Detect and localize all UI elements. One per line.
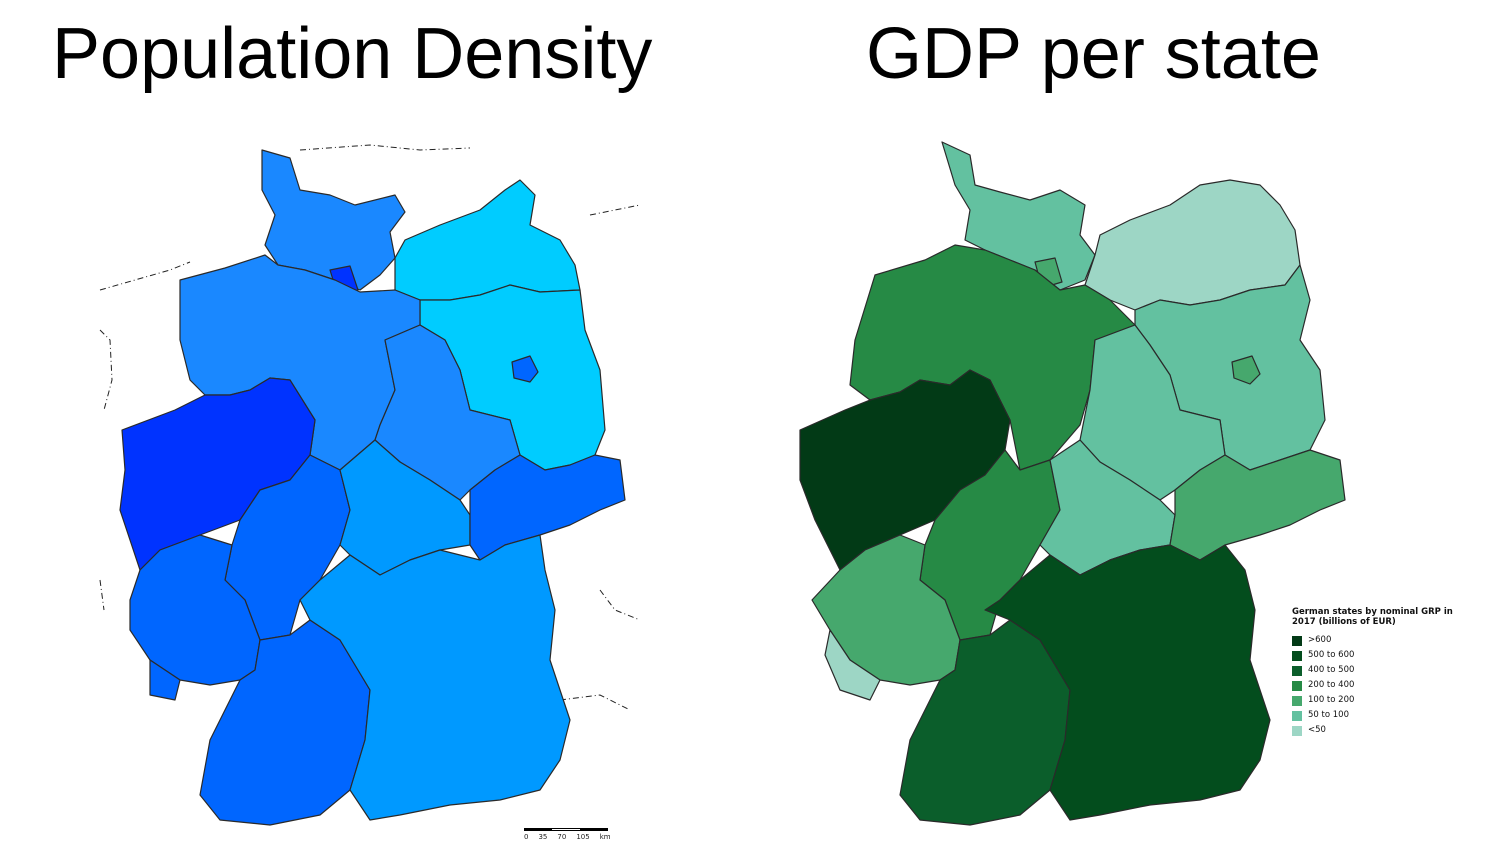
legend-swatch bbox=[1292, 696, 1302, 707]
state-sachsen[interactable] bbox=[469, 454, 626, 561]
legend-item: 500 to 600 bbox=[1292, 649, 1457, 664]
gdp-per-state-title: GDP per state bbox=[866, 14, 1321, 94]
scale-bar: 0 35 70 105 km bbox=[524, 828, 611, 841]
scale-label-0: 0 bbox=[524, 833, 529, 841]
gdp-state-schleswig-holstein[interactable] bbox=[941, 141, 1096, 291]
state-bayern[interactable] bbox=[299, 534, 571, 821]
state-saarland[interactable] bbox=[149, 659, 181, 701]
scale-label-35: 35 bbox=[538, 833, 548, 841]
legend-label: 200 to 400 bbox=[1308, 680, 1355, 691]
gdp-per-state-map bbox=[799, 141, 1346, 826]
legend-item: 200 to 400 bbox=[1292, 679, 1457, 694]
legend-item: 400 to 500 bbox=[1292, 664, 1457, 679]
scale-label-70: 70 bbox=[557, 833, 567, 841]
legend-item: >600 bbox=[1292, 634, 1457, 649]
population-density-map bbox=[99, 144, 641, 826]
legend-label: >600 bbox=[1308, 635, 1332, 646]
gdp-state-saarland[interactable] bbox=[824, 629, 881, 701]
legend-item: 100 to 200 bbox=[1292, 694, 1457, 709]
state-thueringen[interactable] bbox=[339, 439, 471, 576]
legend-swatch bbox=[1292, 681, 1302, 692]
legend-item: 50 to 100 bbox=[1292, 709, 1457, 724]
state-berlin[interactable] bbox=[511, 355, 539, 383]
legend-title: German states by nominal GRP in 2017 (bi… bbox=[1292, 607, 1453, 627]
legend-label: 100 to 200 bbox=[1308, 695, 1355, 706]
legend-label: <50 bbox=[1308, 725, 1326, 736]
legend-swatch bbox=[1292, 636, 1302, 647]
population-density-title: Population Density bbox=[52, 14, 653, 94]
legend-swatch bbox=[1292, 726, 1302, 737]
scale-label-unit: km bbox=[599, 833, 611, 841]
state-schleswig-holstein[interactable] bbox=[261, 149, 406, 291]
gdp-state-berlin[interactable] bbox=[1231, 355, 1261, 385]
state-mecklenburg-vorpommern[interactable] bbox=[394, 179, 581, 301]
legend-label: 500 to 600 bbox=[1308, 650, 1355, 661]
legend-swatch bbox=[1292, 711, 1302, 722]
legend-label: 400 to 500 bbox=[1308, 665, 1355, 676]
scale-bar-graphic bbox=[524, 828, 608, 831]
legend-swatch bbox=[1292, 651, 1302, 662]
gdp-state-bayern[interactable] bbox=[984, 544, 1271, 821]
legend-item: <50 bbox=[1292, 724, 1457, 739]
gdp-legend: German states by nominal GRP in 2017 (bi… bbox=[1292, 607, 1457, 739]
legend-swatch bbox=[1292, 666, 1302, 677]
legend-label: 50 to 100 bbox=[1308, 710, 1349, 721]
scale-label-105: 105 bbox=[576, 833, 590, 841]
